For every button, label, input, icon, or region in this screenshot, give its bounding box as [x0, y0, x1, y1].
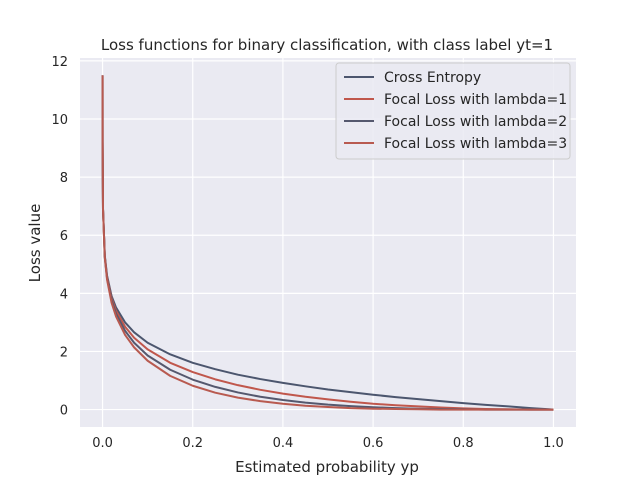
y-tick-label: 10: [51, 113, 68, 128]
series-lines: [101, 75, 554, 411]
tick-labels: 0.0 0.2 0.4 0.6 0.8 1.0 0 2 4 6 8 10 12: [51, 55, 563, 451]
legend-entry: Cross Entropy: [384, 70, 481, 86]
x-axis-label: Estimated probability yp: [235, 458, 419, 476]
y-tick-label: 4: [60, 287, 68, 302]
y-tick-label: 12: [51, 55, 68, 70]
legend-entry: Focal Loss with lambda=1: [384, 92, 567, 108]
y-tick-label: 6: [60, 229, 68, 244]
legend-entry: Focal Loss with lambda=2: [384, 114, 567, 130]
x-tick-label: 0.2: [182, 436, 203, 451]
chart-title: Loss functions for binary classification…: [101, 36, 553, 54]
x-tick-label: 0.0: [92, 436, 113, 451]
y-tick-label: 8: [60, 171, 68, 186]
x-tick-label: 0.6: [363, 436, 384, 451]
legend: Cross Entropy Focal Loss with lambda=1 Foc…: [335, 62, 571, 160]
series-line-4: [101, 75, 554, 411]
y-axis-label: Loss value: [26, 204, 44, 283]
x-tick-label: 0.4: [273, 436, 294, 451]
y-tick-label: 0: [60, 404, 68, 419]
x-tick-label: 0.8: [453, 436, 474, 451]
y-tick-label: 2: [60, 345, 68, 360]
x-tick-label: 1.0: [543, 436, 564, 451]
legend-box: [335, 62, 571, 160]
legend-entry: Focal Loss with lambda=3: [384, 136, 567, 152]
